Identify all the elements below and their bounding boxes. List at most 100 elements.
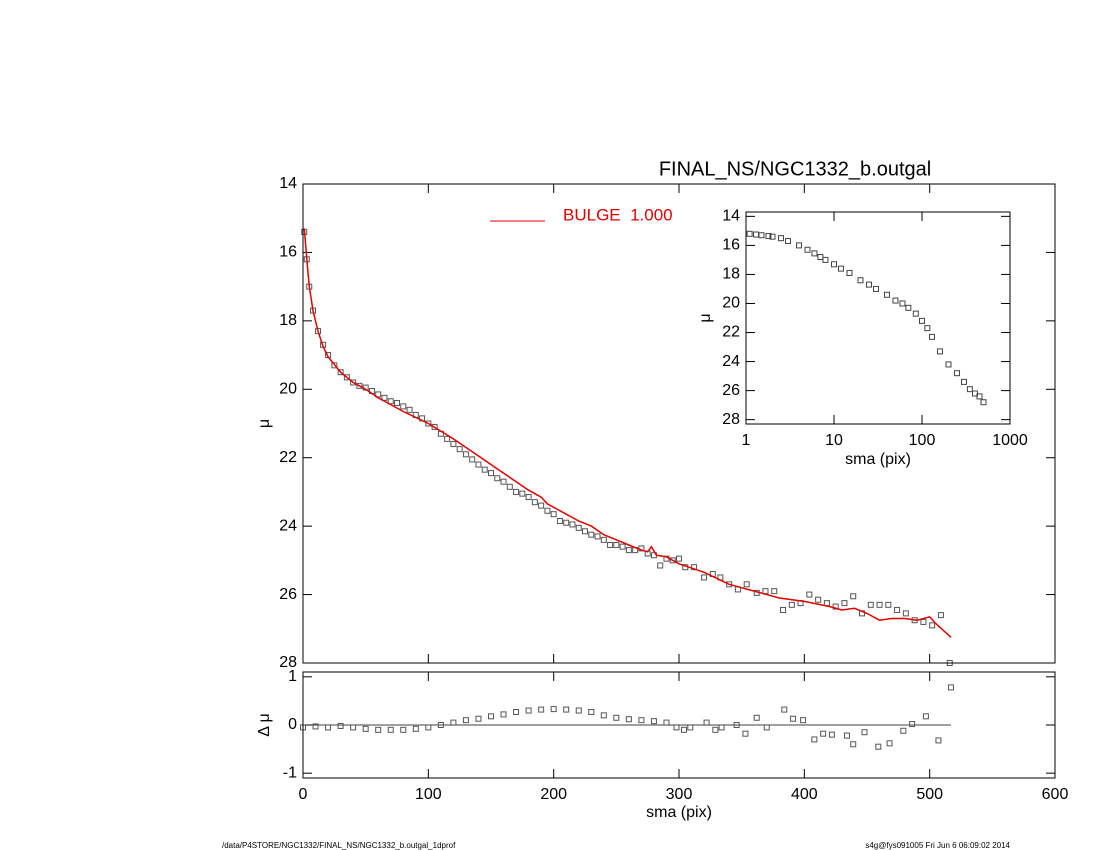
data-point	[769, 233, 776, 240]
data-point	[966, 386, 973, 393]
data-point	[513, 488, 520, 495]
y-tick-label: 24	[722, 353, 740, 370]
data-point	[960, 378, 967, 385]
data-point	[743, 581, 750, 588]
data-point	[828, 731, 835, 738]
data-point	[892, 297, 899, 304]
data-point	[350, 724, 357, 731]
data-point	[876, 601, 883, 608]
data-point	[588, 708, 595, 715]
data-point	[550, 511, 557, 518]
data-point	[788, 601, 795, 608]
data-point	[790, 715, 797, 722]
data-point	[883, 291, 890, 298]
footer-right: s4g@fys091005 Fri Jun 6 06:09:02 2014	[865, 841, 1010, 850]
data-point	[538, 706, 545, 713]
data-point	[625, 716, 632, 723]
x-axis-label: sma (pix)	[845, 451, 911, 468]
data-point	[638, 717, 645, 724]
data-point	[909, 721, 916, 728]
data-point	[846, 269, 853, 276]
plot-frame	[302, 183, 1056, 664]
data-point	[575, 524, 582, 531]
data-point	[387, 398, 394, 405]
data-point	[905, 304, 912, 311]
data-point	[325, 724, 332, 731]
data-point	[954, 370, 961, 377]
data-point	[600, 536, 607, 543]
data-point	[625, 547, 632, 554]
data-point	[703, 719, 710, 726]
x-axis-label: sma (pix)	[646, 804, 712, 821]
data-point	[563, 706, 570, 713]
data-point	[945, 361, 952, 368]
data-point	[657, 562, 664, 569]
data-point	[462, 451, 469, 458]
data-point	[538, 502, 545, 509]
data-point	[924, 325, 931, 332]
data-point	[780, 606, 787, 613]
plot-frame	[302, 671, 1056, 779]
y-tick-label: 18	[722, 266, 740, 283]
data-point	[763, 724, 770, 731]
data-point	[902, 610, 909, 617]
data-point	[506, 483, 513, 490]
data-point	[866, 281, 873, 288]
data-point	[469, 456, 476, 463]
data-point	[619, 543, 626, 550]
y-tick-label: 24	[279, 517, 297, 534]
x-tick-label: 1	[742, 432, 751, 449]
data-point	[400, 403, 407, 410]
data-point	[337, 369, 344, 376]
x-tick-label: 1000	[992, 432, 1028, 449]
data-point	[784, 238, 791, 245]
x-tick-label: 600	[1042, 786, 1069, 803]
data-point	[600, 712, 607, 719]
data-point	[425, 420, 432, 427]
data-point	[929, 333, 936, 340]
data-point	[456, 446, 463, 453]
data-point	[815, 596, 822, 603]
data-point	[832, 603, 839, 610]
data-point	[475, 461, 482, 468]
y-tick-label: 20	[279, 381, 297, 398]
data-point	[387, 726, 394, 733]
data-point	[375, 726, 382, 733]
data-point	[350, 379, 357, 386]
data-point	[929, 622, 936, 629]
data-point	[563, 519, 570, 526]
data-point	[550, 706, 557, 713]
data-point	[691, 564, 698, 571]
y-axis-label: Δ μ	[256, 713, 273, 736]
x-tick-label: 500	[916, 786, 943, 803]
data-point	[412, 725, 419, 732]
data-point	[867, 601, 874, 608]
y-tick-label: 22	[279, 449, 297, 466]
data-point	[556, 518, 563, 525]
data-point	[804, 246, 811, 253]
data-point	[841, 600, 848, 607]
data-point	[811, 736, 818, 743]
data-point	[406, 406, 413, 413]
data-point	[920, 618, 927, 625]
x-tick-label: 100	[909, 432, 936, 449]
data-point	[394, 399, 400, 406]
data-point	[525, 707, 532, 714]
data-point	[701, 574, 708, 581]
data-point	[872, 285, 879, 292]
y-tick-label: 22	[722, 324, 740, 341]
data-point	[425, 724, 432, 731]
y-axis-label: μ	[697, 313, 714, 322]
data-point	[837, 265, 844, 272]
y-tick-label: 16	[279, 244, 297, 261]
data-point	[513, 708, 520, 715]
y-tick-label: 14	[722, 208, 740, 225]
x-tick-label: 300	[666, 786, 693, 803]
x-tick-label: 400	[791, 786, 818, 803]
y-tick-label: 28	[722, 411, 740, 428]
y-tick-label: 18	[279, 312, 297, 329]
data-point	[437, 722, 444, 728]
data-point	[650, 718, 657, 725]
data-point	[778, 235, 785, 242]
